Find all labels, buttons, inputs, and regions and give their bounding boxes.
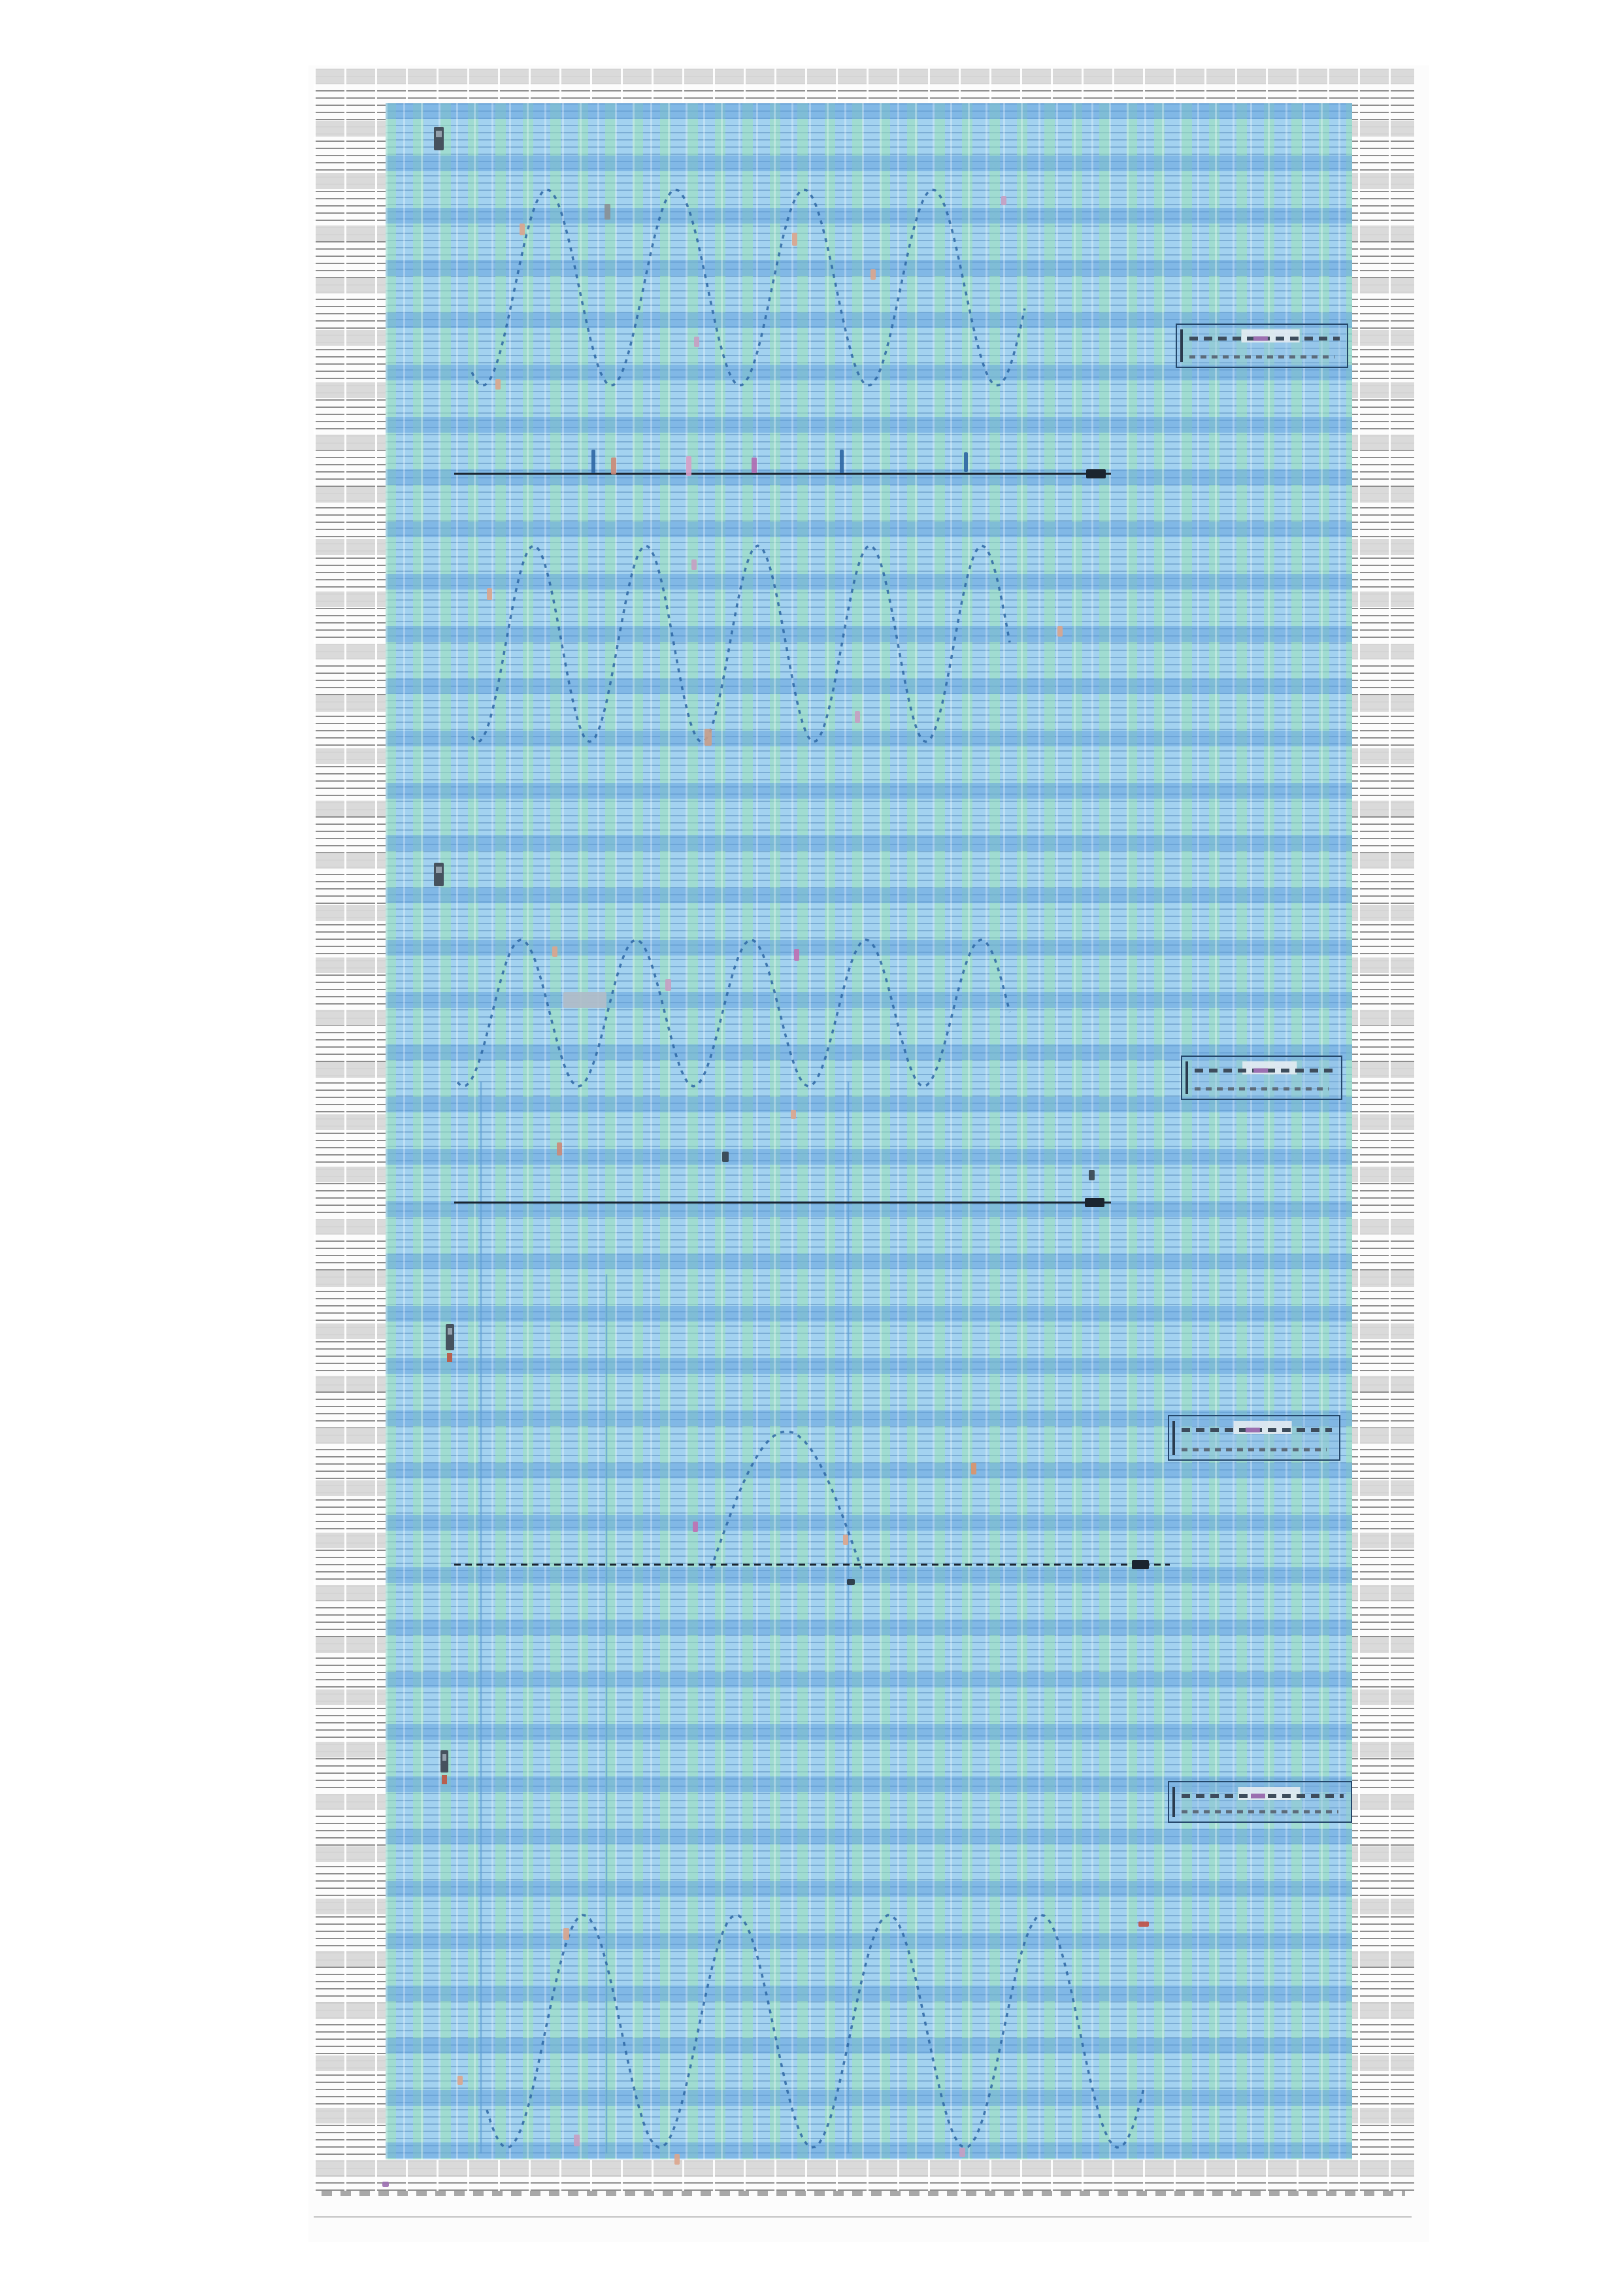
artifact-speck [1001, 196, 1006, 205]
document-page [308, 65, 1429, 2242]
figure-1-legend [1176, 324, 1348, 368]
figure-2-legend [1181, 1056, 1342, 1100]
figure-1-axis-end-marker [1086, 469, 1106, 478]
artifact-speck [605, 204, 610, 220]
artifact-speck [563, 992, 606, 1008]
artifact-speck [794, 949, 799, 961]
selection-highlight [386, 103, 1352, 2159]
figure-3-legend [1168, 1415, 1340, 1461]
artifact-speck [665, 979, 671, 991]
artifact-speck [674, 2154, 680, 2165]
legend-box [1176, 324, 1348, 368]
artifact-speck [520, 224, 525, 235]
marker-inner-notch [442, 1754, 446, 1761]
marker-red-speck [442, 1775, 447, 1784]
figure-1-margin-marker-glyph [434, 127, 444, 150]
artifact-speck [691, 559, 697, 570]
artifact-speck [557, 1142, 562, 1156]
figure-3-sine-curve [710, 1430, 863, 1569]
artifact-speck [840, 450, 844, 473]
marker-red-speck [447, 1353, 452, 1362]
artifact-speck [686, 456, 691, 476]
artifact-speck [552, 946, 557, 957]
artifact-speck [791, 1110, 796, 1119]
figure-4 [440, 1750, 1352, 2149]
artifact-speck [694, 337, 699, 347]
figure-3-axis-end-marker [1132, 1560, 1149, 1569]
artifact-speck [591, 450, 595, 473]
artifact-speck [722, 1152, 729, 1162]
marker-inner-notch [436, 131, 442, 137]
artifact-speck [870, 269, 876, 280]
artifact-speck [704, 729, 712, 746]
artifact-speck [457, 2076, 463, 2085]
figure-2 [434, 863, 1342, 1207]
artifact-speck [855, 711, 860, 723]
artifact-speck [487, 588, 492, 600]
artifact-speck [792, 233, 797, 246]
artifact-speck [574, 2135, 580, 2146]
artifact-speck [959, 2148, 965, 2157]
marker-inner-notch [436, 867, 442, 873]
artifact-speck [495, 379, 501, 390]
artifact-speck [382, 2182, 389, 2187]
artifact-speck [611, 458, 616, 474]
marker-inner-notch [448, 1328, 452, 1335]
figure-2-margin-marker-glyph [434, 863, 444, 886]
figure-4-margin-marker-glyph [440, 1750, 448, 1772]
figure-2-axis-end-marker [1085, 1198, 1104, 1207]
artifact-speck [847, 1579, 855, 1585]
artifact-speck [843, 1535, 848, 1545]
artifact-speck [1089, 1170, 1095, 1180]
figure-1-sine-curve [471, 544, 1011, 743]
artifact-speck [693, 1522, 698, 1532]
artifact-speck [1057, 626, 1063, 637]
artifact-speck [964, 452, 968, 472]
figure-4-sine-curve [486, 1914, 1145, 2149]
artifact-speck [1138, 1922, 1149, 1927]
figure-3 [446, 1324, 1340, 1569]
artifact-speck [563, 1928, 569, 1940]
artifact-speck [971, 1463, 976, 1474]
figure-1 [434, 127, 1348, 743]
artifact-speck [752, 458, 757, 473]
figure-2-sine-curve [456, 939, 1011, 1088]
figure-4-legend [1168, 1781, 1352, 1823]
figure-1-sine-curve [471, 188, 1026, 387]
